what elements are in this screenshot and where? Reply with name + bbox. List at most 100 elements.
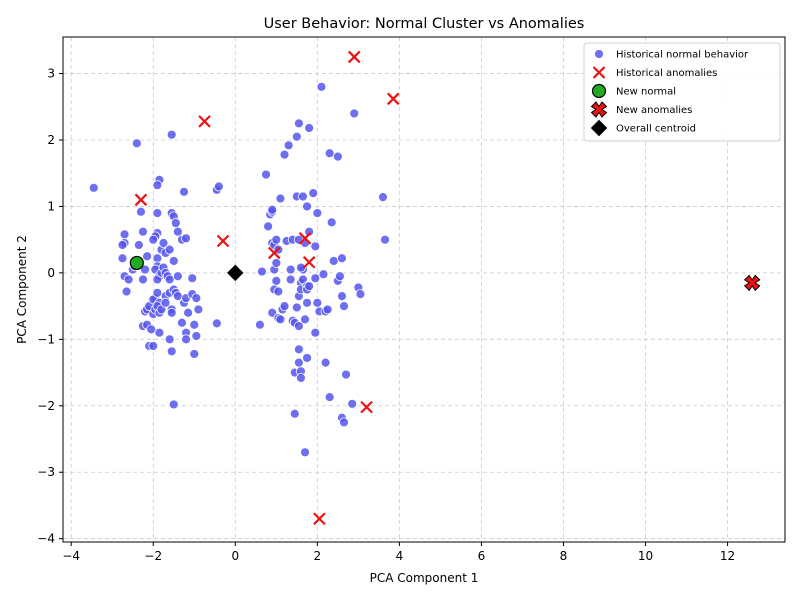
data-point [131,138,142,149]
data-point [341,369,351,380]
data-point [267,307,278,318]
legend: Historical normal behavior Historical ano… [583,42,781,142]
data-point [142,251,152,262]
x-tick-label: 0 [231,549,239,563]
data-point [193,304,204,315]
series-3 [743,274,761,292]
data-point [291,302,302,313]
data-point [133,240,144,250]
data-point [160,297,171,308]
plot-frame [62,36,786,543]
legend-item: Historical normal behavior [594,49,749,61]
data-point [146,324,157,335]
data-point [119,229,130,240]
data-point [339,301,349,312]
legend-marker [592,66,606,79]
data-point [191,293,202,304]
data-point [191,331,202,341]
data-point [296,262,306,273]
data-point [316,81,327,92]
data-point [166,346,177,357]
data-point [302,255,316,269]
data-point [312,208,323,218]
data-point [166,129,177,140]
series-4 [227,264,244,282]
data-point [355,289,366,300]
data-point [261,169,271,180]
data-point [140,264,150,275]
data-point [134,193,148,207]
legend-label: Overall centroid [616,124,696,135]
data-point [304,123,315,133]
data-point [322,304,333,315]
data-point [347,50,361,64]
data-point [326,217,337,228]
data-point [213,181,224,192]
x-tick-label: 8 [560,549,568,563]
data-point [378,192,388,203]
data-point [324,148,335,159]
data-point [298,191,308,202]
data-point [296,372,306,383]
data-point [298,232,312,245]
data-point [310,273,321,284]
data-point [386,92,400,106]
data-point [152,180,163,191]
legend-marker [590,119,608,137]
data-point [88,182,99,193]
data-point [148,234,159,245]
data-point [164,274,175,285]
data-point [743,274,761,292]
data-point [158,238,169,248]
x-axis-title: PCA Component 1 [370,571,479,585]
y-tick-label: 3 [47,67,55,81]
data-point [380,234,390,245]
data-point [129,255,144,271]
data-point [285,264,296,275]
legend-marker [594,49,604,59]
x-tick-label: 2 [314,549,322,563]
data-point [349,108,360,119]
data-point [117,253,128,264]
data-point [216,234,230,248]
data-point [347,398,358,409]
legend-label: Historical normal behavior [616,50,749,61]
data-point [293,321,304,331]
data-point [117,240,128,250]
data-point [335,271,345,282]
data-point [310,241,321,252]
y-tick-label: −4 [37,532,55,546]
data-point [183,307,194,318]
data-point [181,334,191,345]
data-point [300,447,310,458]
data-point [337,253,347,264]
legend-item: Historical anomalies [592,66,717,79]
data-point [187,273,198,284]
x-tick-label: 6 [478,549,486,563]
data-point [308,188,319,199]
x-tick-label: 10 [638,549,653,563]
data-point [279,149,290,160]
series-2 [129,255,144,271]
legend-label: Historical anomalies [616,68,717,79]
data-point [189,349,200,359]
legend-box [583,42,781,142]
data-point [179,186,189,197]
data-point [293,344,304,355]
data-point [293,357,304,368]
data-point [152,287,163,298]
y-tick-label: −2 [37,399,55,413]
data-point [189,319,200,330]
data-point [332,151,343,162]
data-point [289,408,300,419]
data-point [310,327,321,338]
y-tick-label: 1 [47,199,55,213]
legend-item: New normal [591,83,676,99]
data-point [337,291,347,302]
data-point [279,301,290,312]
data-point [263,221,274,232]
data-point [300,314,310,325]
data-point [257,266,267,277]
data-point [172,226,183,237]
